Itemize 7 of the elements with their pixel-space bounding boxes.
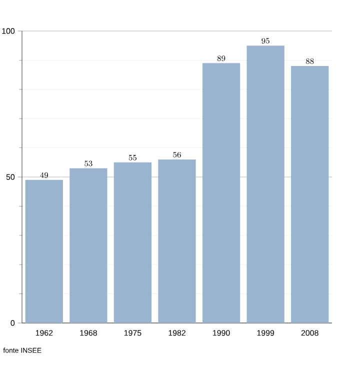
bar xyxy=(114,162,152,323)
bar xyxy=(25,180,63,323)
bar xyxy=(202,63,240,323)
bar xyxy=(158,159,196,323)
bar xyxy=(246,46,284,323)
bar xyxy=(70,168,108,323)
bar xyxy=(291,66,329,323)
